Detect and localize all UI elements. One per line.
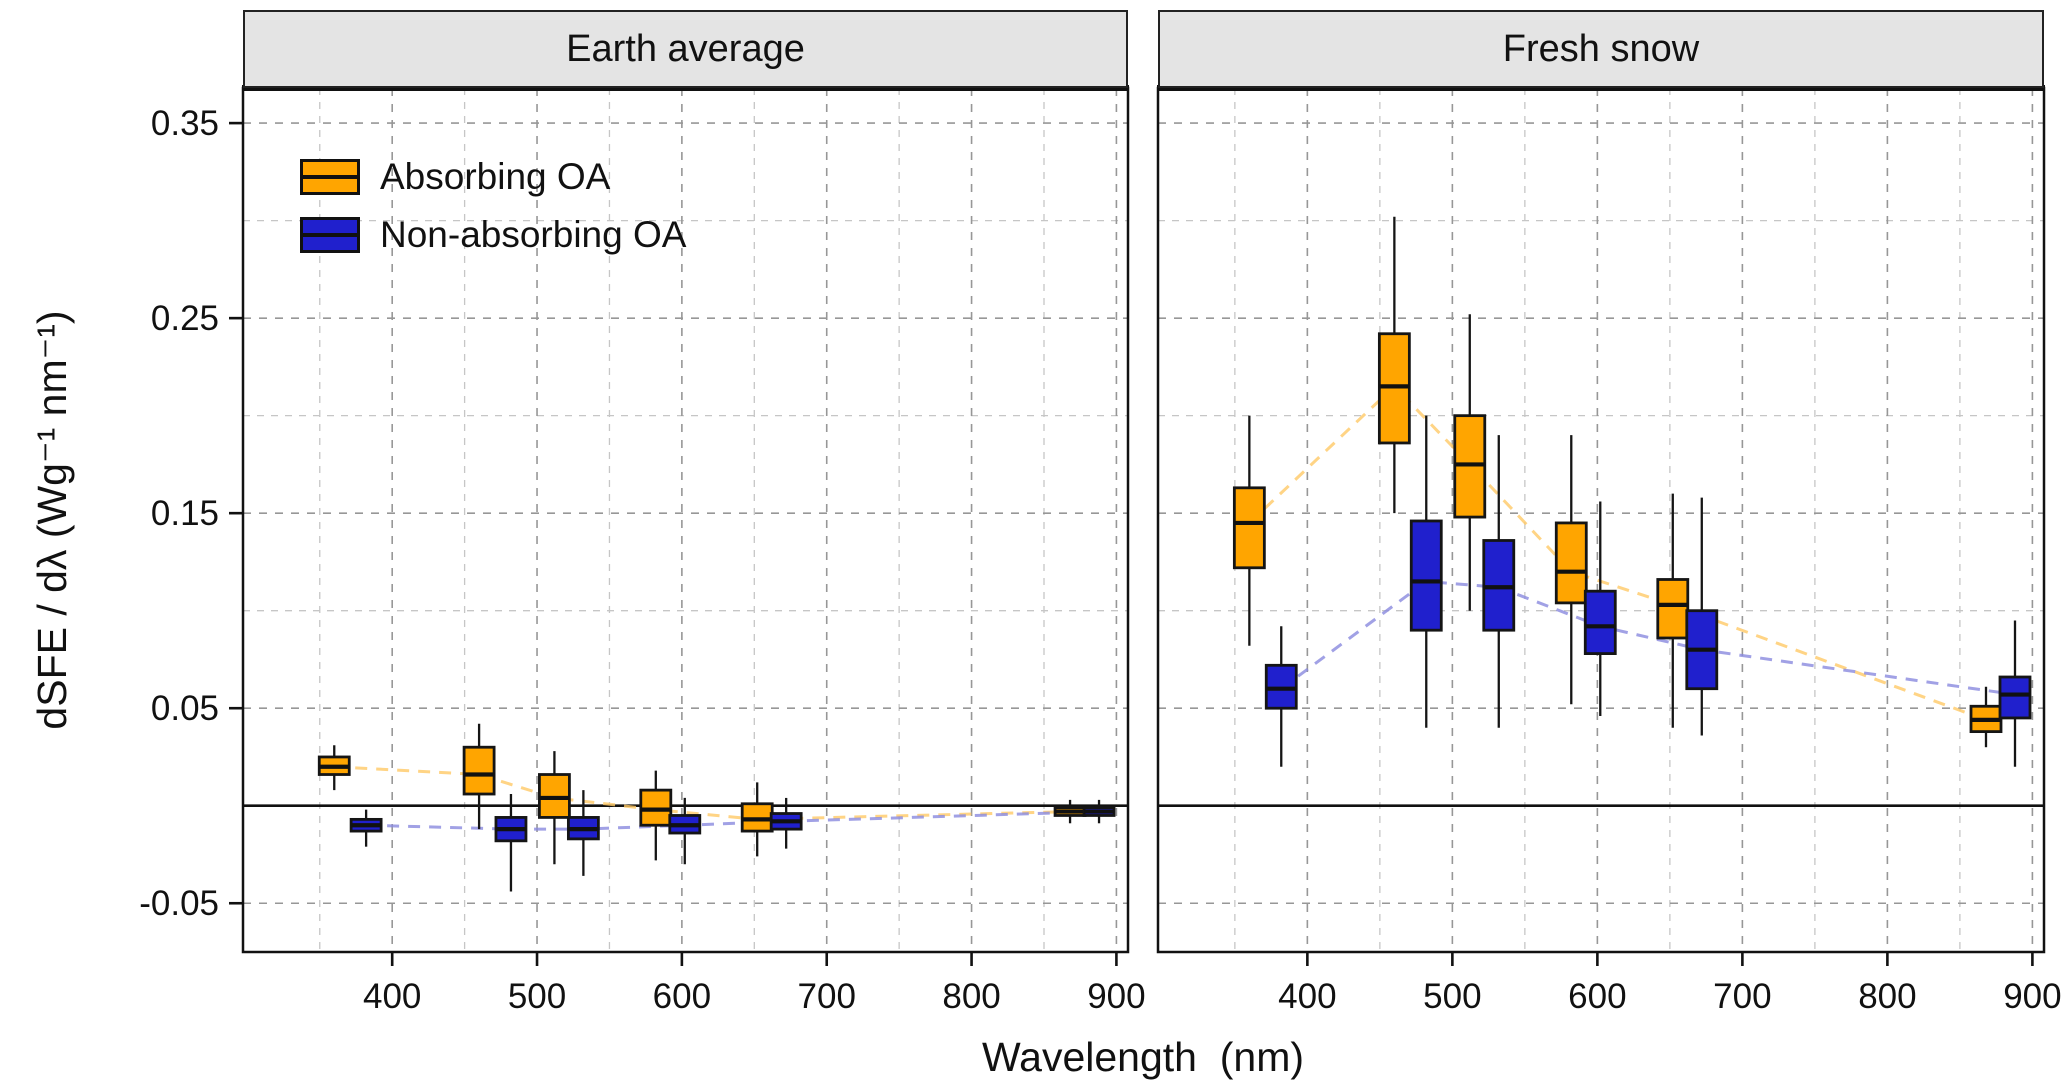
legend-key-non-absorbing-oa-icon [300, 217, 360, 253]
legend-label-non-absorbing-oa: Non-absorbing OA [380, 214, 687, 255]
panel-header-fresh-snow: Fresh snow [1158, 10, 2044, 88]
panel-title-earth-average: Earth average [566, 27, 805, 70]
svg-text:900: 900 [2003, 977, 2061, 1016]
x-axis-label: Wavelength (nm) [981, 1034, 1305, 1080]
svg-text:700: 700 [798, 977, 856, 1016]
svg-text:400: 400 [363, 977, 421, 1016]
svg-text:0.25: 0.25 [151, 299, 219, 338]
panel-header-earth-average: Earth average [243, 10, 1128, 88]
panel-title-fresh-snow: Fresh snow [1502, 27, 1700, 70]
svg-text:0.15: 0.15 [151, 494, 219, 533]
legend-item-non-absorbing-oa: Non-absorbing OA [300, 214, 686, 256]
svg-text:0.05: 0.05 [151, 689, 219, 728]
svg-text:700: 700 [1713, 977, 1771, 1016]
legend-item-absorbing-oa: Absorbing OA [300, 156, 686, 198]
svg-text:600: 600 [653, 977, 711, 1016]
svg-text:800: 800 [1858, 977, 1916, 1016]
svg-text:900: 900 [1087, 977, 1145, 1016]
legend-label-absorbing-oa: Absorbing OA [380, 156, 611, 197]
legend: Absorbing OA Non-absorbing OA [300, 156, 686, 256]
legend-key-absorbing-oa-icon [300, 159, 360, 195]
svg-text:500: 500 [1423, 977, 1481, 1016]
svg-text:500: 500 [508, 977, 566, 1016]
svg-text:600: 600 [1568, 977, 1626, 1016]
svg-text:400: 400 [1278, 977, 1336, 1016]
svg-text:800: 800 [942, 977, 1000, 1016]
legend-median-line-icon [303, 175, 357, 179]
svg-text:-0.05: -0.05 [139, 884, 219, 923]
legend-median-line-icon [303, 233, 357, 237]
y-axis-label: dSFE / dλ (Wg⁻¹ nm⁻¹) [29, 310, 75, 730]
svg-text:0.35: 0.35 [151, 104, 219, 143]
